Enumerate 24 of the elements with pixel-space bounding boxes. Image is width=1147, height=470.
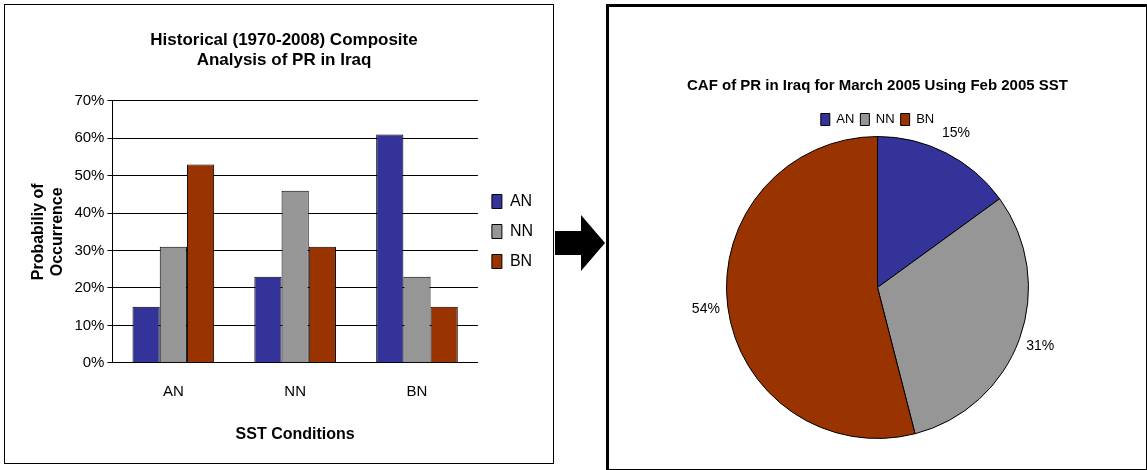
x-axis-title: SST Conditions: [235, 424, 355, 442]
chart-title: Historical (1970-2008) Composite Analysis of PR in Iraq: [150, 29, 418, 70]
legend-label: AN: [509, 191, 533, 209]
x-tick-label: NN: [284, 381, 306, 399]
legend-label: BN: [916, 111, 935, 127]
data-label: 54%: [691, 300, 720, 317]
y-tick-label: 10%: [74, 315, 105, 333]
y-tick-label: 0%: [82, 352, 105, 370]
data-label: 15%: [942, 124, 971, 141]
chart-title: CAF of PR in Iraq for March 2005 Using Feb 2005 SST: [687, 76, 1068, 94]
y-tick-label: 60%: [74, 128, 105, 146]
legend-label: NN: [875, 111, 895, 127]
legend-label: AN: [836, 111, 855, 127]
data-label: 31%: [1026, 336, 1055, 353]
legend-label: BN: [509, 251, 533, 269]
y-tick-label: 30%: [74, 240, 105, 258]
y-tick-label: 50%: [74, 165, 105, 183]
y-tick-label: 70%: [74, 90, 105, 108]
y-axis-title: Probabiliy of Occurrence: [29, 182, 66, 281]
y-tick-label: 20%: [74, 278, 105, 296]
legend-label: NN: [509, 221, 533, 239]
x-tick-label: BN: [406, 381, 428, 399]
y-tick-label: 40%: [74, 203, 105, 221]
x-tick-label: AN: [162, 381, 184, 399]
